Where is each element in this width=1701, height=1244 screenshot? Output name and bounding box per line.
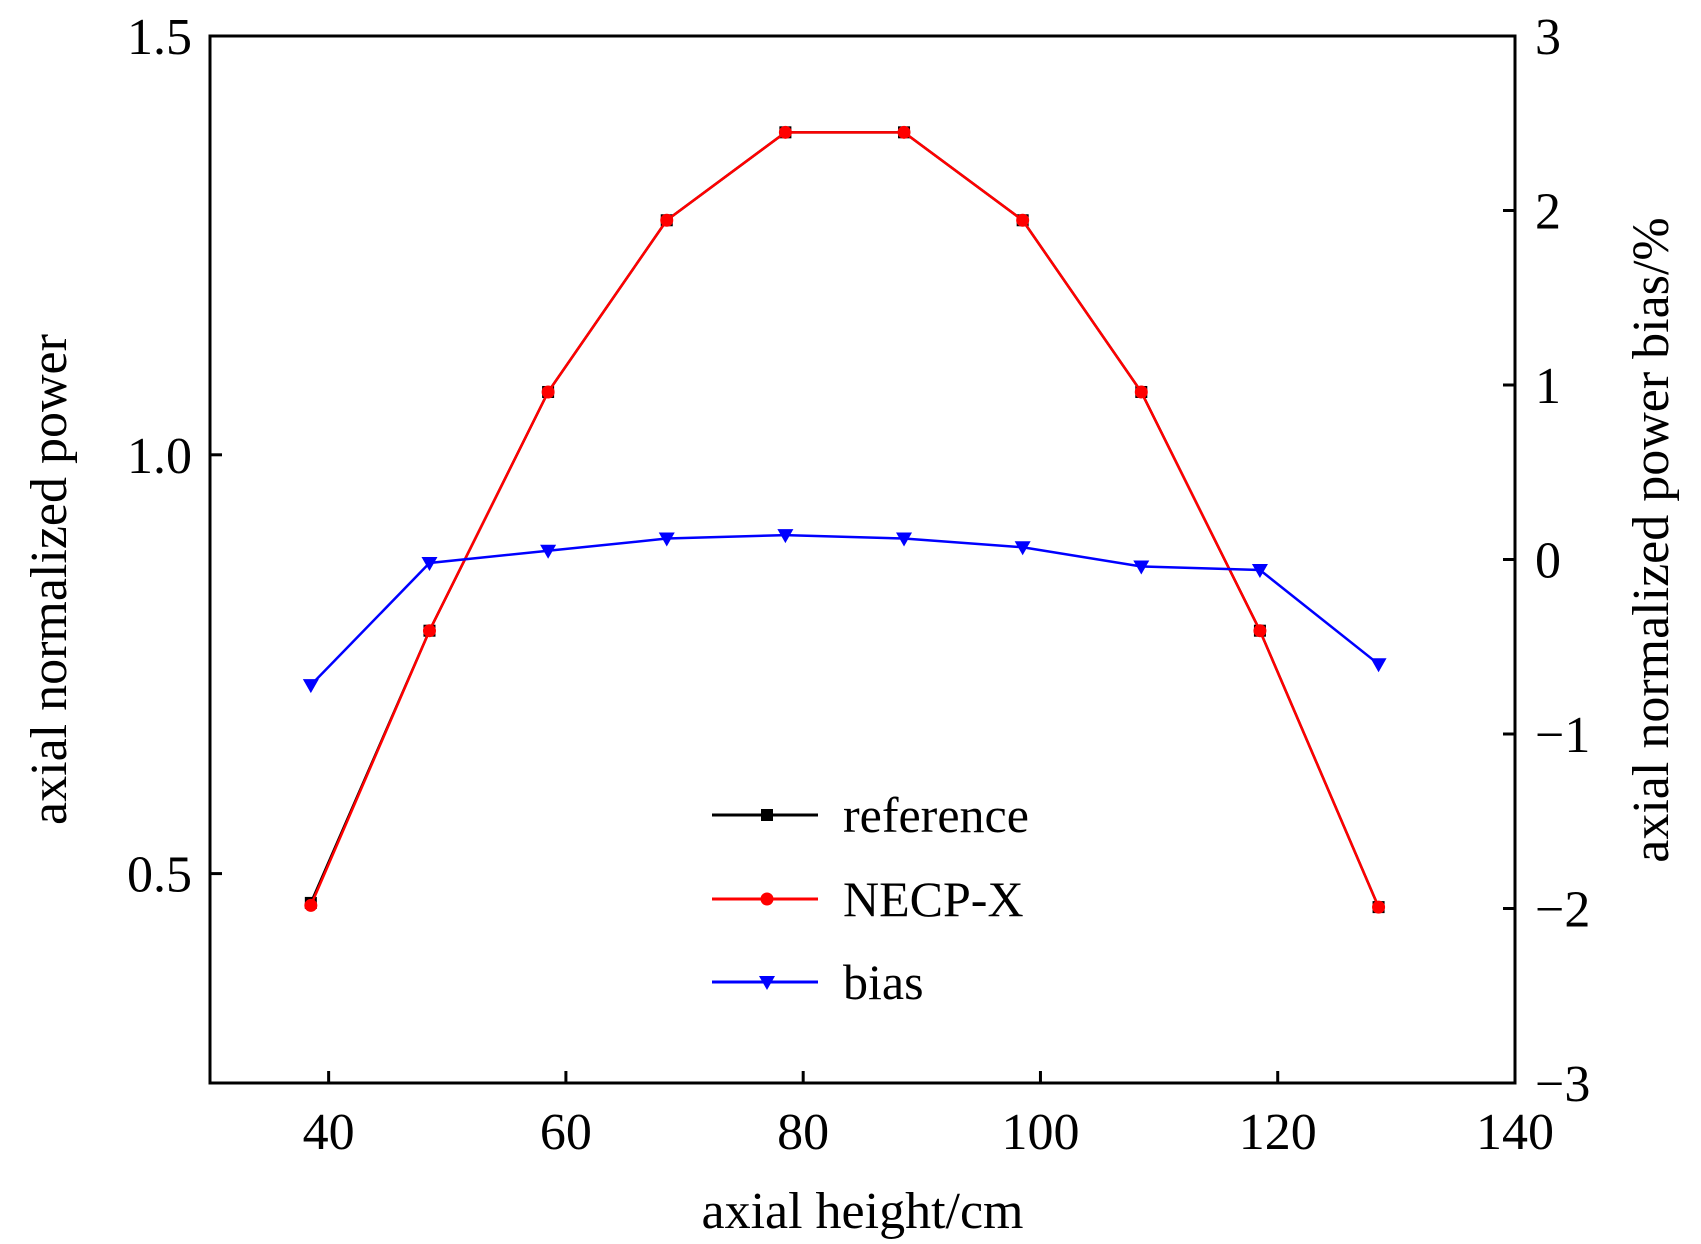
x-tick-label: 140 xyxy=(1476,1104,1554,1161)
x-tick-label: 60 xyxy=(540,1104,592,1161)
data-point xyxy=(897,125,911,139)
legend-item: reference xyxy=(712,787,1029,843)
data-point xyxy=(421,556,438,571)
data-point xyxy=(541,385,555,399)
data-point xyxy=(658,532,675,547)
legend: reference NECP-X bias xyxy=(712,787,1029,1010)
data-point xyxy=(304,898,318,912)
data-point xyxy=(1251,563,1268,578)
data-point xyxy=(540,544,557,559)
y2-tick-label: −1 xyxy=(1535,707,1590,764)
x-axis-title: axial height/cm xyxy=(701,1183,1023,1240)
y2-tick-label: 3 xyxy=(1535,9,1561,66)
legend-label: reference xyxy=(843,787,1029,843)
data-point xyxy=(778,125,792,139)
legend-label: bias xyxy=(843,954,924,1010)
data-point xyxy=(660,213,674,227)
y-axis-title: axial normalized power xyxy=(21,334,78,825)
series-line xyxy=(309,131,1380,908)
data-point xyxy=(1016,213,1030,227)
legend-item: NECP-X xyxy=(712,871,1024,927)
y2-tick-label: 0 xyxy=(1535,533,1561,590)
axes: 40 60 80 100 120 140 0.5 1.0 1.5 3 2 1 0 −1 −2 −3 xyxy=(127,9,1590,1161)
y2-tick-label: −2 xyxy=(1535,882,1590,939)
data-point xyxy=(1372,900,1386,914)
legend-swatch-marker xyxy=(759,976,775,990)
x-tick-label: 40 xyxy=(303,1104,355,1161)
x-tick-label: 120 xyxy=(1239,1104,1317,1161)
y-tick-label: 0.5 xyxy=(127,847,192,904)
data-point xyxy=(1133,560,1150,575)
data-point xyxy=(1134,385,1148,399)
y2-tick-label: 1 xyxy=(1535,358,1561,415)
y-tick-label: 1.0 xyxy=(127,428,192,485)
legend-item: bias xyxy=(712,954,924,1010)
y2-tick-label: 2 xyxy=(1535,184,1561,241)
data-point xyxy=(896,532,913,547)
data-point xyxy=(302,679,319,694)
legend-swatch-marker xyxy=(760,892,774,906)
y2-tick-label: −3 xyxy=(1535,1056,1590,1113)
legend-swatch-marker xyxy=(761,809,773,821)
series-necp-x xyxy=(304,125,1386,914)
x-tick-label: 80 xyxy=(777,1104,829,1161)
data-point xyxy=(1370,658,1387,673)
x-tick-label: 100 xyxy=(1001,1104,1079,1161)
series-layer xyxy=(302,125,1387,914)
data-point xyxy=(1253,624,1267,638)
data-point xyxy=(422,624,436,638)
y-tick-label: 1.5 xyxy=(127,9,192,66)
data-point xyxy=(1014,541,1031,556)
data-point xyxy=(777,529,794,544)
y2-axis-title: axial normalized power bias/% xyxy=(1623,217,1680,862)
series-bias xyxy=(302,529,1387,694)
series-line xyxy=(309,533,1380,687)
legend-label: NECP-X xyxy=(843,871,1024,927)
